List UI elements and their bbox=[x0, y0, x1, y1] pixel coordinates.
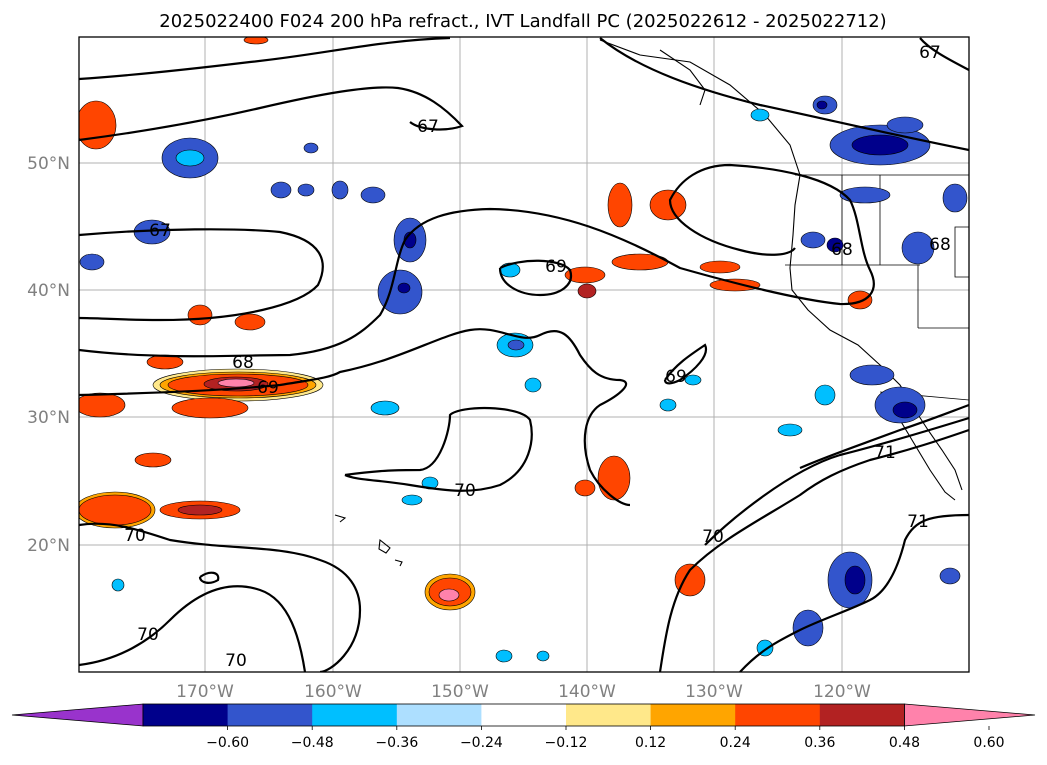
negative-anomaly-patches bbox=[79, 95, 968, 663]
colorbar-swatch bbox=[735, 704, 821, 726]
contour-label: 68 bbox=[831, 240, 853, 260]
contour-label: 69 bbox=[545, 257, 567, 277]
colorbar-tick-label: −0.48 bbox=[291, 735, 334, 751]
longitude-labels: 170°W 160°W 150°W 140°W 130°W 120°W bbox=[176, 682, 871, 702]
colorbar-tick-label: 0.36 bbox=[804, 735, 835, 751]
colorbar-tick-label: 0.12 bbox=[635, 735, 666, 751]
colorbar-swatch bbox=[312, 704, 398, 726]
colorbar-tick-label: −0.24 bbox=[460, 735, 503, 751]
lon-label: 170°W bbox=[176, 682, 234, 702]
colorbar-swatch bbox=[396, 704, 482, 726]
lat-label: 50°N bbox=[27, 154, 70, 174]
colorbar-tick-label: −0.36 bbox=[375, 735, 418, 751]
figure-title: 2025022400 F024 200 hPa refract., IVT La… bbox=[159, 11, 886, 32]
lon-label: 140°W bbox=[558, 682, 616, 702]
lon-label: 130°W bbox=[685, 682, 743, 702]
colorbar-tick-label: −0.12 bbox=[545, 735, 588, 751]
colorbar-tick-label: 0.24 bbox=[720, 735, 751, 751]
colorbar-swatch bbox=[566, 704, 652, 726]
lat-label: 30°N bbox=[27, 408, 70, 428]
contour-label: 71 bbox=[907, 512, 929, 532]
contour-label: 67 bbox=[417, 117, 439, 137]
latitude-labels: 50°N 40°N 30°N 20°N bbox=[27, 154, 70, 556]
contour-label: 70 bbox=[137, 625, 159, 645]
contour-label: 67 bbox=[149, 221, 171, 241]
colorbar: −0.60 −0.48 −0.36 −0.24 −0.12 0.12 0.24 0.36 0.4… bbox=[11, 703, 1036, 751]
colorbar-swatch bbox=[819, 704, 905, 726]
colorbar-tick-label: 0.48 bbox=[889, 735, 920, 751]
contour-label: 69 bbox=[665, 367, 687, 387]
contour-label: 69 bbox=[257, 378, 279, 398]
colorbar-tick-label: 0.60 bbox=[973, 735, 1004, 751]
colorbar-frame bbox=[142, 703, 905, 727]
colorbar-swatch bbox=[481, 704, 567, 726]
colorbar-tick-label: −0.60 bbox=[206, 735, 249, 751]
contour-label: 71 bbox=[874, 443, 896, 463]
colorbar-swatch bbox=[650, 704, 736, 726]
map-panel: 67 67 67 68 69 69 69 68 68 70 70 70 70 7… bbox=[78, 36, 970, 673]
colorbar-swatch bbox=[227, 704, 313, 726]
contour-label: 70 bbox=[454, 481, 476, 501]
lon-label: 120°W bbox=[813, 682, 871, 702]
warm-patch-1 bbox=[152, 368, 324, 402]
lon-label: 150°W bbox=[431, 682, 489, 702]
contour-label: 68 bbox=[232, 353, 254, 373]
colorbar-extend-low bbox=[11, 703, 144, 727]
colorbar-extend-high bbox=[904, 703, 1036, 727]
lat-label: 40°N bbox=[27, 281, 70, 301]
contour-label: 70 bbox=[124, 526, 146, 546]
contour-label: 67 bbox=[919, 43, 941, 63]
contour-lines bbox=[79, 37, 969, 672]
positive-anomaly-patches bbox=[79, 37, 873, 611]
contour-labels: 67 67 67 68 69 69 69 68 68 70 70 70 70 7… bbox=[124, 43, 951, 671]
lon-label: 160°W bbox=[304, 682, 362, 702]
lat-label: 20°N bbox=[27, 536, 70, 556]
contour-label: 70 bbox=[702, 527, 724, 547]
contour-label: 68 bbox=[929, 235, 951, 255]
colorbar-swatch bbox=[143, 704, 229, 726]
contour-label: 70 bbox=[225, 651, 247, 671]
map-frame bbox=[78, 36, 970, 673]
